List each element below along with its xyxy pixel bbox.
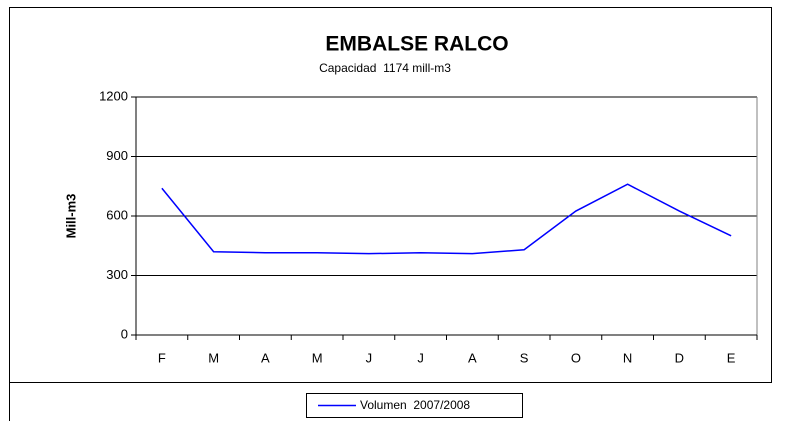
x-tick-label: A — [261, 350, 270, 365]
chart-frame — [9, 7, 772, 383]
x-tick-label: A — [468, 350, 477, 365]
x-tick-label: J — [366, 350, 373, 365]
y-tick-label: 1200 — [99, 88, 128, 103]
chart-title: EMBALSE RALCO — [325, 33, 508, 56]
legend — [306, 393, 523, 418]
y-tick-label: 300 — [106, 267, 128, 282]
x-tick-label: M — [312, 350, 323, 365]
x-tick-label: M — [208, 350, 219, 365]
y-axis-label: Mill-m3 — [63, 194, 78, 239]
x-tick-label: J — [417, 350, 424, 365]
y-tick-label: 600 — [106, 207, 128, 222]
series-line — [161, 183, 732, 255]
x-tick-label: E — [727, 350, 736, 365]
x-tick-label: F — [158, 350, 166, 365]
x-tick-label: O — [571, 350, 581, 365]
x-tick-label: S — [520, 350, 529, 365]
x-tick-label: N — [623, 350, 632, 365]
legend-label: Volumen 2007/2008 — [360, 398, 470, 412]
chart-subtitle: Capacidad 1174 mill-m3 — [319, 61, 451, 75]
x-tick-label: D — [675, 350, 684, 365]
y-tick-label: 900 — [106, 148, 128, 163]
y-tick-label: 0 — [121, 326, 128, 341]
